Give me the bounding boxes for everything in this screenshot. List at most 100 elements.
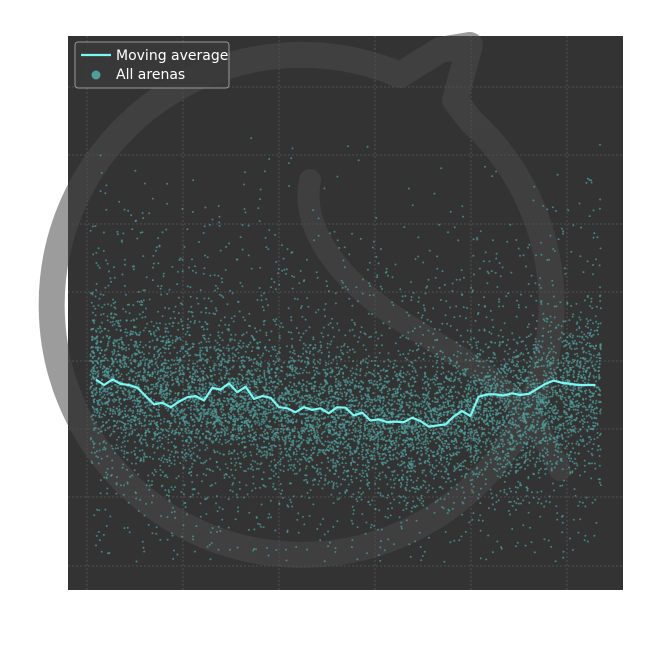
scatter-point [401, 416, 404, 419]
scatter-point [460, 465, 463, 468]
scatter-point [399, 455, 402, 458]
scatter-point [543, 429, 545, 432]
scatter-point [469, 423, 472, 425]
scatter-point [253, 435, 256, 438]
scatter-point [186, 285, 189, 288]
scatter-point [307, 346, 310, 349]
scatter-point [485, 359, 488, 362]
scatter-point [123, 440, 126, 443]
scatter-point [232, 365, 235, 368]
scatter-point [454, 428, 457, 431]
scatter-point [154, 362, 157, 365]
scatter-point [262, 415, 265, 418]
scatter-point [168, 389, 171, 392]
scatter-point [233, 477, 236, 480]
scatter-point [330, 361, 333, 364]
scatter-point [288, 384, 291, 387]
scatter-point [220, 369, 223, 372]
scatter-point [159, 468, 162, 471]
scatter-point [436, 267, 439, 270]
scatter-point [282, 361, 285, 364]
scatter-point [368, 432, 371, 435]
scatter-point [253, 548, 256, 550]
scatter-point [459, 344, 462, 347]
scatter-point [336, 239, 339, 242]
scatter-point [456, 350, 459, 353]
scatter-point [569, 537, 571, 540]
scatter-point [532, 496, 535, 499]
scatter-point [599, 389, 602, 392]
scatter-point [347, 442, 350, 445]
scatter-point [596, 329, 599, 332]
scatter-point [120, 373, 123, 376]
scatter-point [513, 382, 516, 385]
scatter-point [570, 430, 573, 433]
scatter-point [559, 376, 562, 378]
scatter-point [531, 429, 534, 432]
scatter-point [234, 396, 237, 399]
scatter-point [144, 362, 147, 365]
scatter-point [184, 506, 187, 509]
scatter-point [311, 479, 314, 482]
scatter-point [385, 414, 388, 417]
scatter-point [164, 306, 167, 309]
scatter-point [192, 452, 195, 455]
scatter-point [161, 471, 164, 473]
scatter-point [213, 347, 216, 350]
scatter-point [273, 345, 276, 348]
scatter-point [213, 373, 216, 376]
scatter-point [167, 376, 170, 379]
scatter-point [263, 292, 265, 295]
scatter-point [285, 420, 288, 423]
scatter-point [585, 181, 588, 184]
scatter-point [253, 528, 256, 531]
scatter-point [268, 420, 271, 423]
scatter-point [140, 442, 143, 445]
scatter-point [327, 530, 330, 533]
scatter-point [574, 467, 577, 470]
scatter-point [313, 413, 316, 416]
scatter-point [379, 395, 382, 398]
scatter-point [217, 334, 220, 337]
scatter-point [251, 429, 254, 431]
scatter-point [514, 426, 517, 429]
scatter-point [399, 485, 402, 488]
scatter-point [360, 474, 363, 477]
scatter-point [218, 224, 221, 227]
scatter-point [346, 470, 349, 473]
scatter-point [474, 418, 477, 421]
scatter-point [233, 420, 236, 423]
scatter-point [451, 282, 454, 285]
scatter-point [200, 425, 203, 427]
scatter-point [287, 468, 290, 471]
scatter-point [205, 434, 208, 437]
scatter-point [249, 451, 252, 454]
scatter-point [250, 454, 253, 457]
scatter-point [296, 298, 299, 301]
scatter-point [490, 409, 492, 412]
scatter-point [374, 467, 377, 470]
scatter-point [542, 352, 545, 355]
scatter-point [532, 445, 535, 448]
scatter-point [320, 346, 323, 349]
scatter-point [211, 484, 214, 486]
scatter-point [414, 371, 417, 374]
scatter-point [193, 420, 196, 423]
scatter-point [425, 429, 428, 432]
scatter-point [519, 416, 522, 419]
scatter-point [279, 483, 282, 485]
scatter-point [272, 434, 275, 437]
scatter-point [383, 436, 386, 439]
scatter-point [215, 495, 218, 498]
scatter-point [110, 474, 113, 476]
scatter-point [92, 372, 95, 375]
scatter-point [518, 396, 521, 399]
scatter-point [598, 464, 601, 467]
scatter-point [481, 456, 484, 459]
scatter-point [248, 357, 251, 360]
scatter-point [342, 387, 345, 390]
scatter-point [482, 360, 485, 363]
scatter-point [162, 434, 165, 436]
scatter-point [192, 179, 195, 182]
scatter-point [98, 509, 101, 512]
